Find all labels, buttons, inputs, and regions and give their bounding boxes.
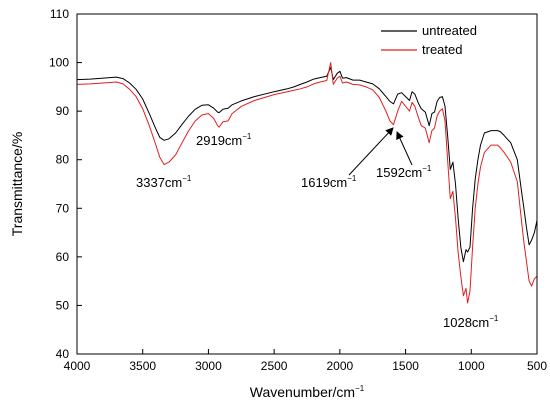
arrow-1619 [348,127,394,176]
y-tick-label: 40 [56,347,70,361]
x-tick-label: 3000 [195,359,222,373]
y-tick-label: 50 [56,298,70,312]
annotation-1619: 1619cm−1 [301,174,357,190]
x-tick-label: 1000 [458,359,485,373]
y-tick-label: 100 [49,56,69,70]
y-tick-label: 70 [56,201,70,215]
y-axis-ticks: 40 50 60 70 80 90 100 110 [49,7,82,361]
annotation-1028: 1028cm−1 [443,314,499,330]
y-tick-label: 90 [56,104,70,118]
legend-label-untreated: untreated [422,23,477,38]
x-tick-label: 1500 [392,359,419,373]
legend-label-treated: treated [422,42,462,57]
y-axis-title: Transmittance/% [9,132,25,237]
series-layer [76,62,538,304]
annotations: 3337cm−1 2919cm−1 1619cm−1 1592cm−1 1028… [136,127,499,330]
plot-frame [76,13,538,355]
x-axis-title: Wavenumber/cm−1 [250,384,365,400]
x-tick-label: 2500 [261,359,288,373]
series-line-treated [76,62,538,304]
x-tick-label: 2000 [327,359,354,373]
arrow-1592 [396,131,413,166]
legend: untreated treated [381,23,477,57]
series-line-untreated [76,66,538,263]
annotation-2919: 2919cm−1 [196,132,252,148]
y-tick-label: 110 [50,7,69,21]
y-tick-label: 60 [56,250,70,264]
x-tick-label: 500 [527,359,547,373]
x-axis-ticks: 4000 3500 3000 2500 2000 1500 1000 500 [64,349,547,373]
annotation-3337: 3337cm−1 [136,174,192,190]
x-tick-label: 3500 [129,359,156,373]
y-tick-label: 80 [56,153,70,167]
x-tick-label: 4000 [64,359,91,373]
annotation-1592: 1592cm−1 [376,164,432,180]
